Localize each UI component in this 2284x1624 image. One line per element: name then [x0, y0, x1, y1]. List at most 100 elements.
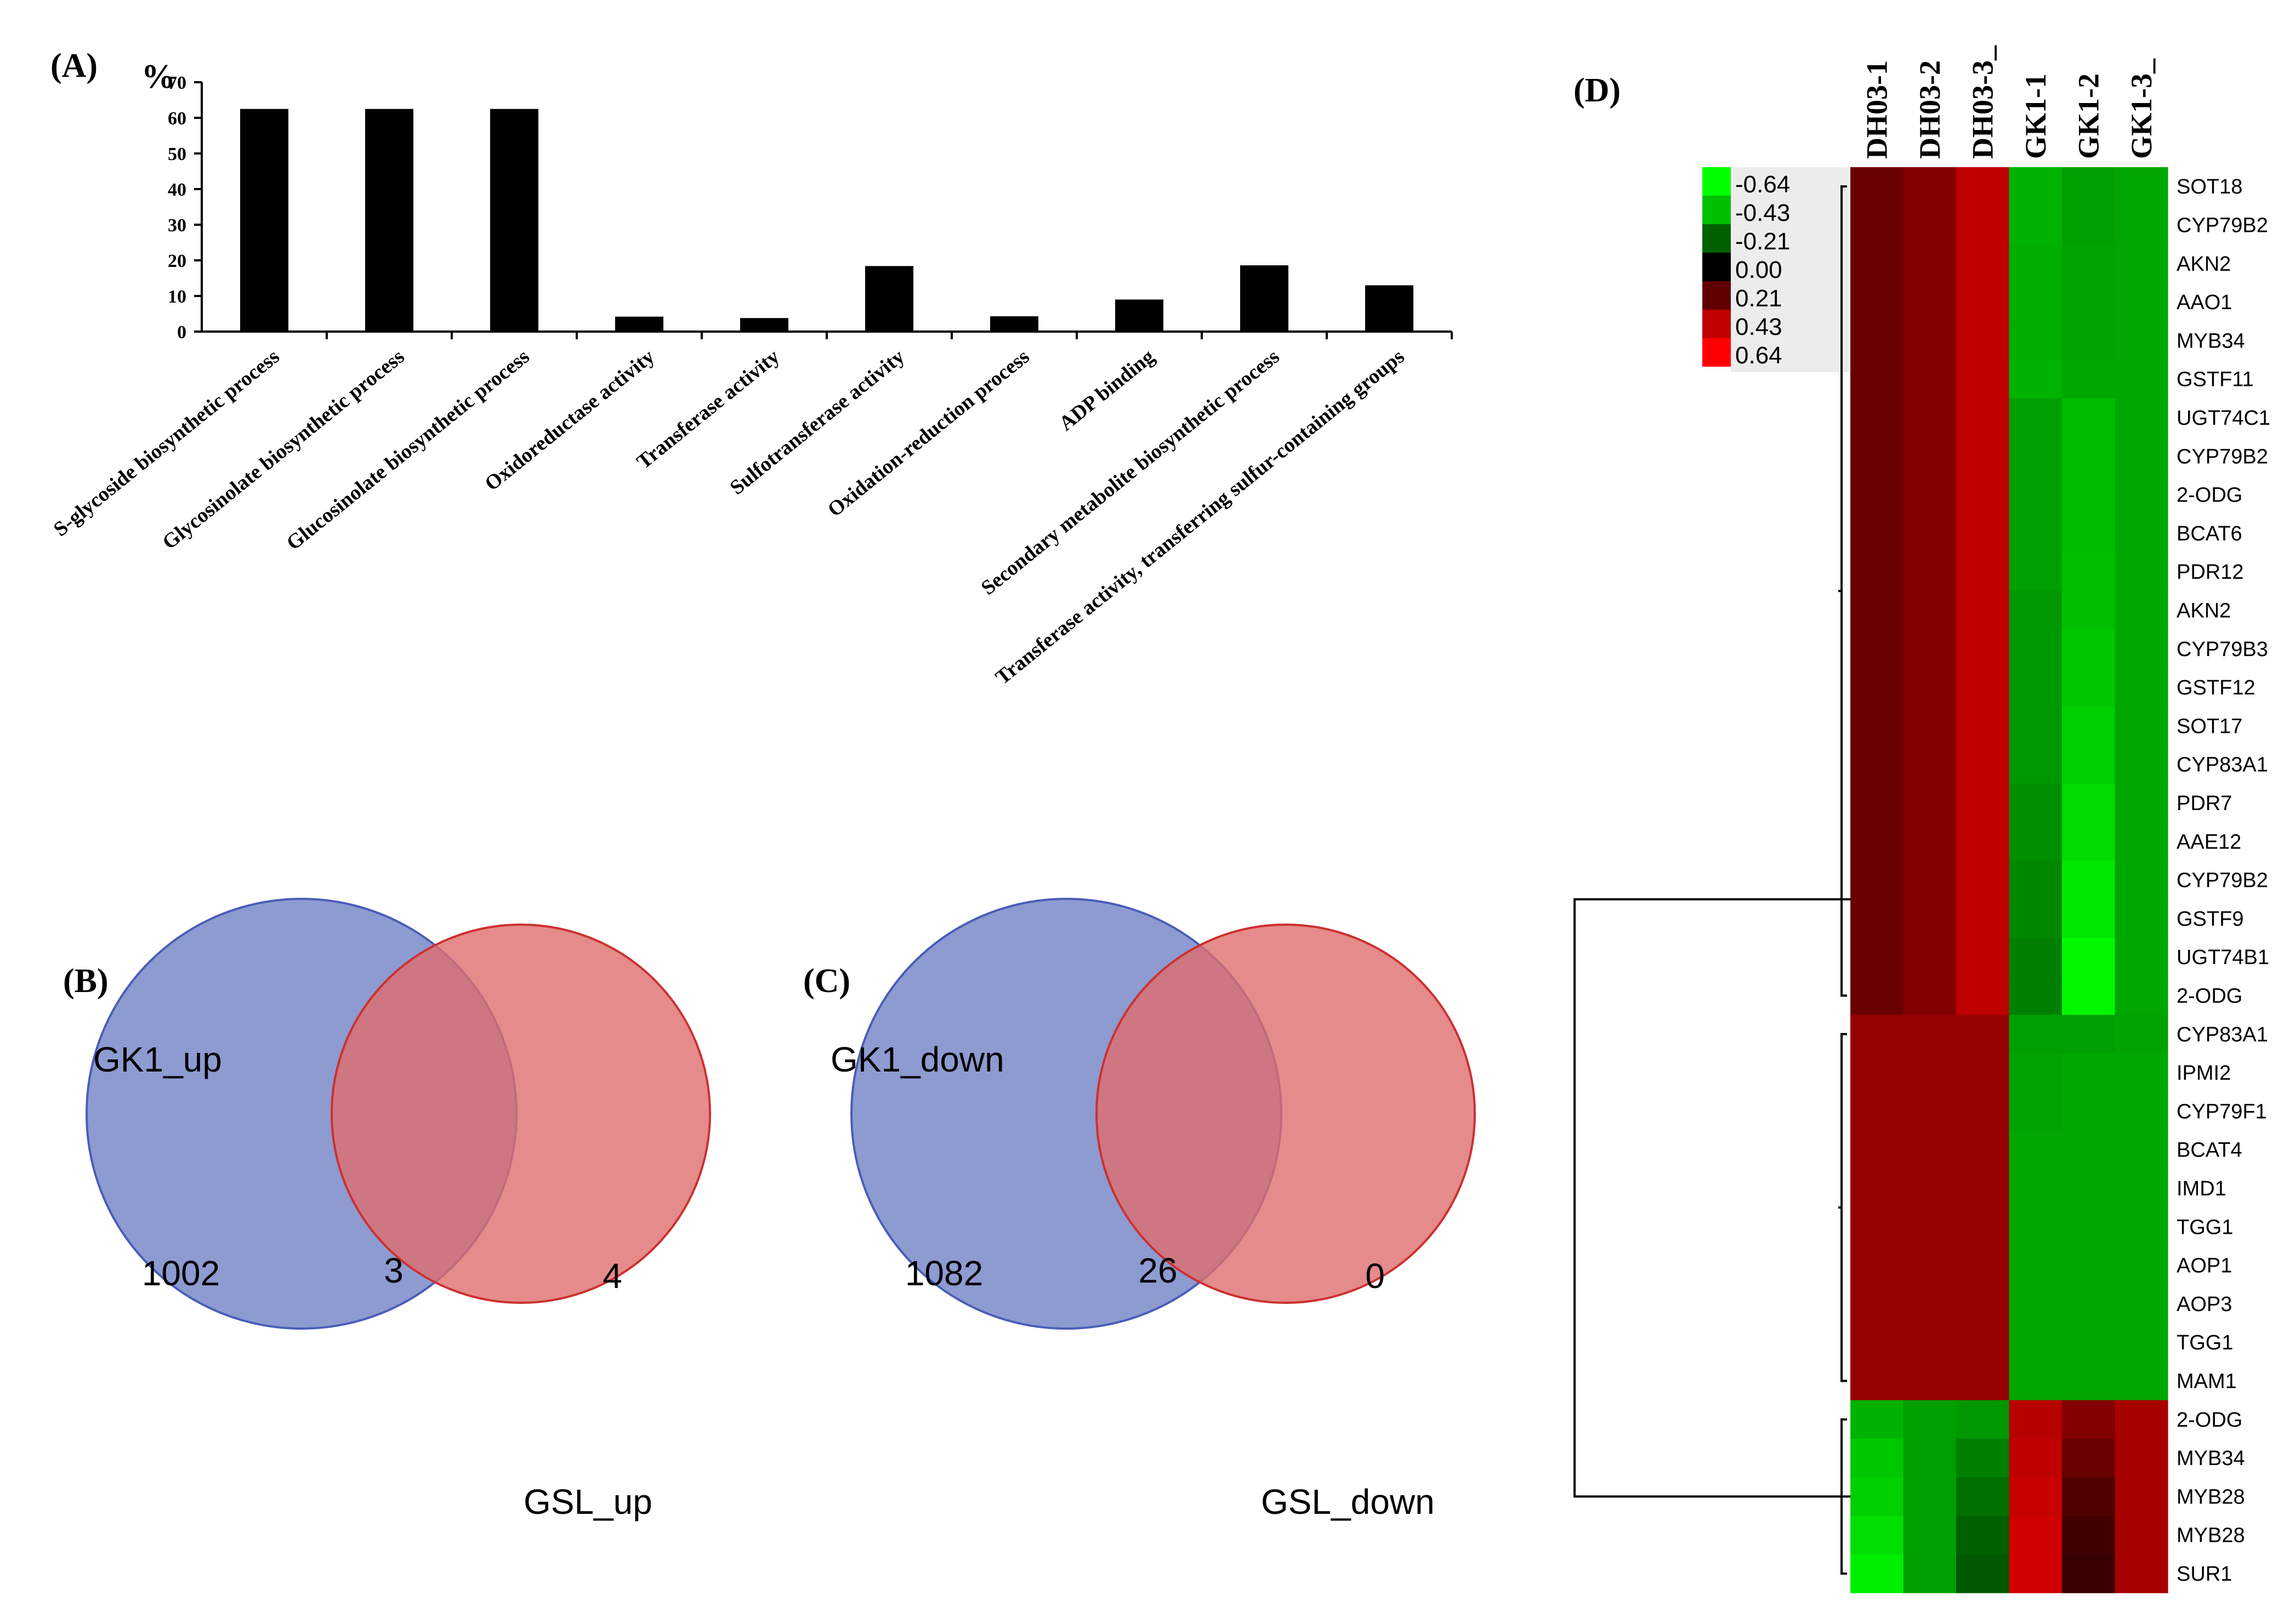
- heatmap-cell: [1850, 1438, 1904, 1478]
- x-category-label: Glycosinolate biosynthetic process: [158, 345, 408, 554]
- y-tick-label: 30: [168, 215, 186, 236]
- legend-label: 0.00: [1735, 257, 1782, 283]
- heatmap-cell: [2062, 206, 2116, 245]
- heatmap-cell: [1956, 167, 2010, 206]
- heatmap-cell: [2062, 1169, 2116, 1208]
- heatmap-cell: [1903, 1246, 1957, 1285]
- venn-down-right-count: 0: [1365, 1256, 1385, 1296]
- heatmap-cell: [2009, 1246, 2063, 1285]
- legend-background: [1731, 167, 1849, 372]
- bar: [365, 109, 413, 332]
- heatmap-cell: [2009, 1169, 2063, 1208]
- heatmap-cell: [2115, 206, 2168, 245]
- heatmap-cell: [1956, 1554, 2010, 1593]
- heatmap-cell: [1903, 321, 1957, 361]
- heatmap-row-label: AAE12: [2177, 830, 2241, 853]
- heatmap-cell: [1956, 206, 2010, 245]
- heatmap-cell: [1903, 938, 1957, 977]
- heatmap-cell: [1903, 591, 1957, 630]
- panel-label-d: (D): [1573, 72, 1621, 109]
- heatmap-cell: [2062, 1477, 2116, 1517]
- heatmap-cell: [2009, 244, 2063, 283]
- heatmap-cell: [1850, 1323, 1904, 1362]
- heatmap-cell: [2009, 1400, 2063, 1439]
- heatmap-cell: [2062, 1246, 2116, 1285]
- legend-swatch: [1702, 338, 1731, 367]
- heatmap-column-label: GK1-3_: [2125, 58, 2158, 159]
- heatmap-row-label: GSTF9: [2177, 908, 2243, 931]
- heatmap-cell: [2115, 1246, 2168, 1285]
- heatmap-cell: [2062, 514, 2116, 553]
- y-axis-label: %: [141, 58, 175, 95]
- heatmap-cell: [1850, 783, 1904, 823]
- heatmap-cell: [2009, 321, 2063, 361]
- heatmap-cell: [2062, 360, 2116, 399]
- heatmap-cell: [1850, 668, 1904, 707]
- heatmap-row-label: AOP1: [2177, 1255, 2232, 1278]
- heatmap-cell: [2009, 1015, 2063, 1054]
- heatmap-cell: [2009, 822, 2063, 861]
- heatmap-row-label: AAO1: [2177, 291, 2232, 314]
- heatmap-cell: [1903, 475, 1957, 515]
- heatmap-cell: [1850, 244, 1904, 283]
- heatmap-cell: [1956, 360, 2010, 399]
- heatmap-cell: [1903, 1130, 1957, 1170]
- heatmap-cell: [2115, 668, 2168, 707]
- heatmap-cell: [2062, 783, 2116, 823]
- heatmap-row-label: MYB34: [2177, 1447, 2245, 1470]
- heatmap-cell: [1956, 398, 2010, 437]
- heatmap-cell: [2062, 1015, 2116, 1054]
- heatmap-cell: [1956, 861, 2010, 900]
- heatmap-cell: [2009, 398, 2063, 437]
- bar: [990, 316, 1038, 332]
- heatmap-cell: [2062, 552, 2116, 591]
- heatmap-cell: [1903, 976, 1957, 1016]
- heatmap-cell: [1956, 1515, 2010, 1555]
- heatmap-cell: [2115, 475, 2168, 515]
- heatmap-cell: [2115, 1515, 2168, 1555]
- heatmap-row-label: CYP79B3: [2177, 638, 2268, 661]
- heatmap-cell: [2115, 282, 2168, 322]
- heatmap-cell: [2009, 1515, 2063, 1555]
- heatmap-cell: [1903, 706, 1957, 746]
- heatmap-cell: [2115, 1323, 2168, 1362]
- heatmap-cell: [2115, 1361, 2168, 1401]
- heatmap-cell: [2115, 1284, 2168, 1324]
- heatmap-cell: [1956, 1400, 2010, 1439]
- heatmap-cell: [1850, 167, 1904, 206]
- heatmap-cell: [1850, 1169, 1904, 1208]
- heatmap-row-label: MYB28: [2177, 1524, 2245, 1547]
- heatmap-cell: [1903, 899, 1957, 938]
- bar: [1365, 285, 1413, 332]
- heatmap-cell: [1956, 591, 2010, 630]
- heatmap-cell: [2115, 938, 2168, 977]
- panel-label-b: (B): [63, 962, 109, 1000]
- heatmap-cell: [1850, 1207, 1904, 1246]
- heatmap-cell: [2115, 706, 2168, 746]
- heatmap-cell: [2009, 437, 2063, 476]
- legend-label: 0.64: [1735, 342, 1782, 369]
- heatmap-cell: [2062, 822, 2116, 861]
- heatmap-row-label: AOP3: [2177, 1293, 2232, 1316]
- heatmap-cell: [1956, 1323, 2010, 1362]
- heatmap-cell: [2115, 1015, 2168, 1054]
- x-category-label: ADP binding: [1055, 345, 1159, 435]
- heatmap-cell: [1850, 360, 1904, 399]
- legend-label: -0.43: [1735, 200, 1790, 226]
- venn-down-right-set-label: GSL_down: [1261, 1482, 1435, 1522]
- heatmap-cell: [2009, 167, 2063, 206]
- heatmap-cell: [1850, 1400, 1904, 1439]
- heatmap-cell: [2062, 591, 2116, 630]
- heatmap-cell: [2115, 1130, 2168, 1170]
- heatmap-cell: [1903, 861, 1957, 900]
- heatmap-cell: [1956, 1169, 2010, 1208]
- heatmap-cell: [2062, 1515, 2116, 1555]
- heatmap-cell: [1903, 360, 1957, 399]
- heatmap-cell: [2115, 783, 2168, 823]
- heatmap-cell: [1850, 206, 1904, 245]
- heatmap-cell: [2062, 1053, 2116, 1092]
- heatmap-cell: [2115, 1477, 2168, 1517]
- heatmap-cell: [1903, 822, 1957, 861]
- heatmap-cell: [1903, 1361, 1957, 1401]
- heatmap-cell: [2009, 668, 2063, 707]
